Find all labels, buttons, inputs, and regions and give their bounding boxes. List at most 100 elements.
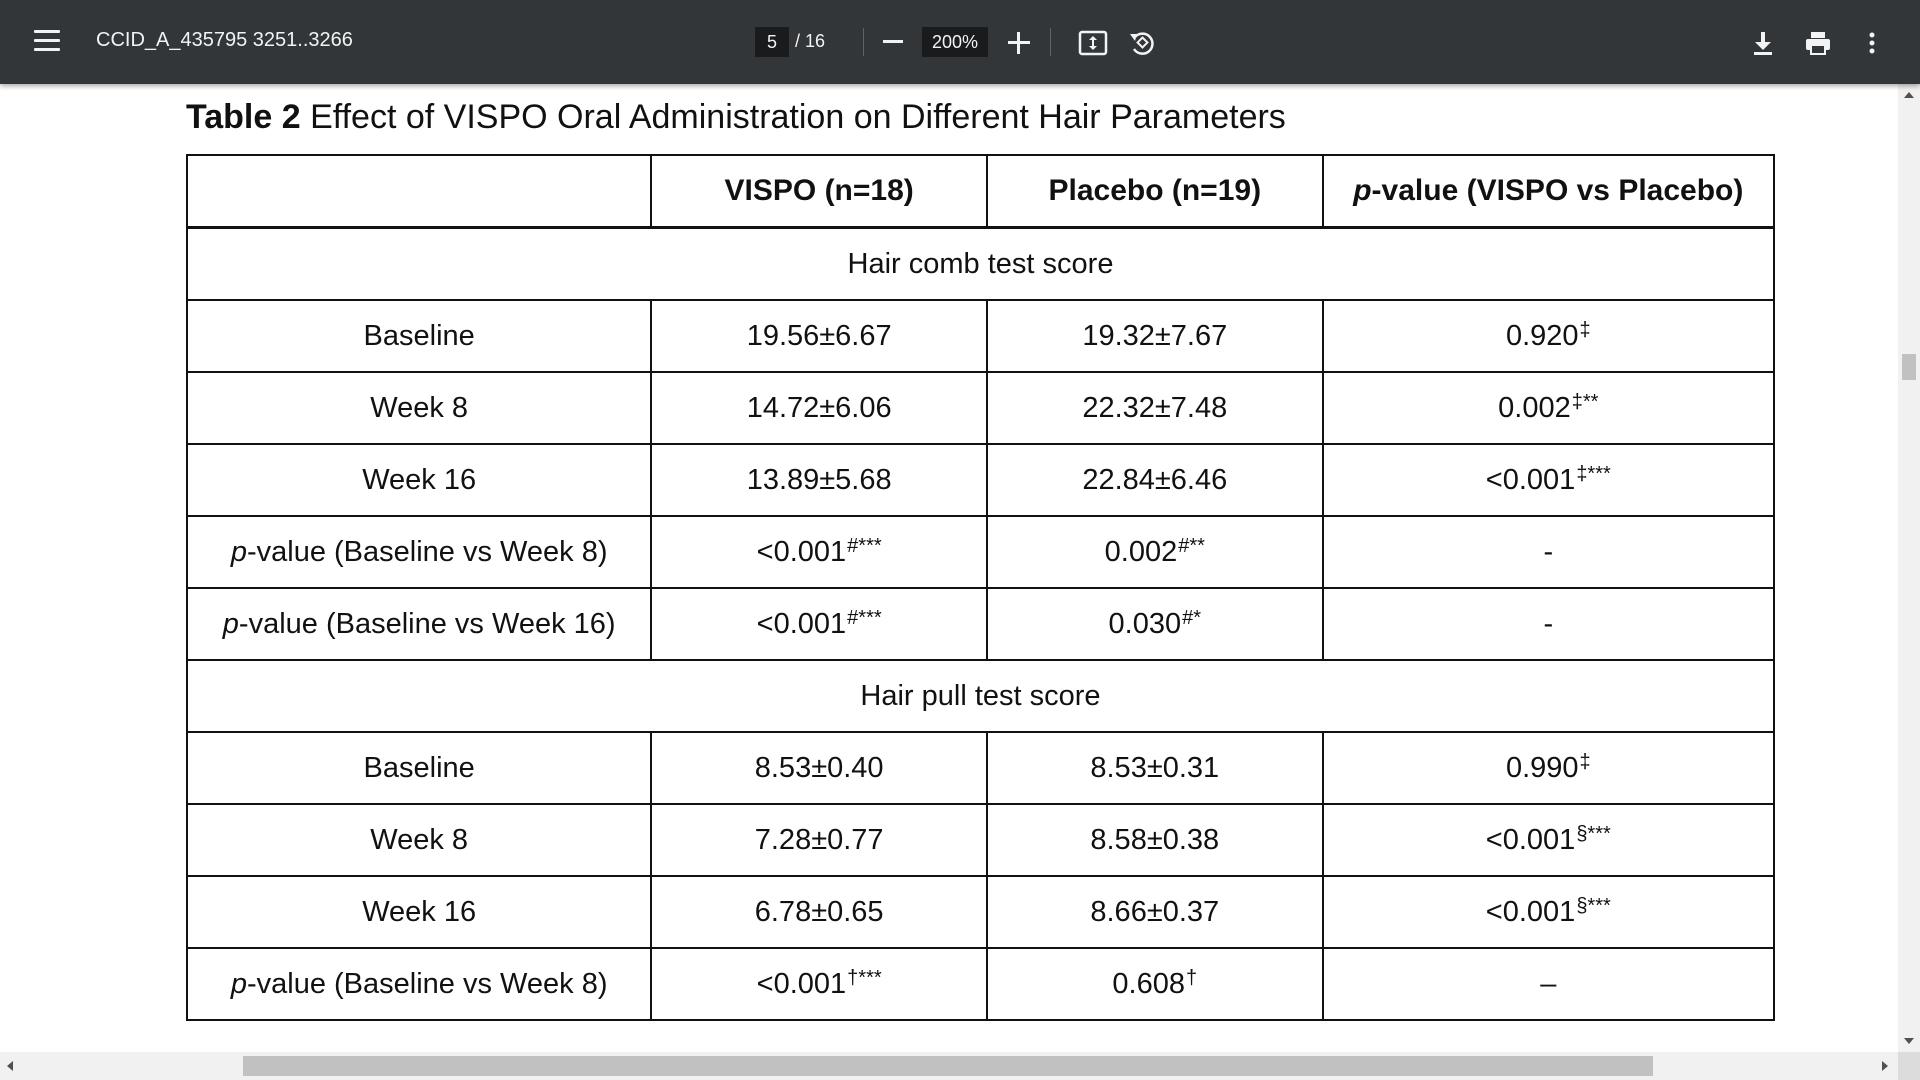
horizontal-scroll-thumb[interactable]	[243, 1056, 1653, 1076]
vispo-cell: 7.28±0.77	[650, 803, 988, 877]
placebo-cell-value: 22.84±6.46	[1082, 463, 1228, 496]
pvalue-cell-value: 0.002	[1498, 392, 1571, 424]
vertical-scroll-thumb[interactable]	[1902, 354, 1916, 380]
pvalue-cell-footnote: §***	[1576, 895, 1611, 917]
row-label-text: Week 8	[370, 823, 469, 856]
pvalue-cell: <0.001§***	[1321, 875, 1776, 949]
placebo-cell: 22.84±6.46	[985, 443, 1324, 517]
placebo-cell: 0.002#**	[985, 515, 1324, 589]
pvalue-cell-value: –	[1540, 967, 1557, 1000]
vispo-cell-value: <0.001	[756, 536, 847, 568]
p-italic: p	[1353, 174, 1372, 207]
vispo-cell: <0.001#***	[650, 587, 988, 661]
pdf-toolbar: CCID_A_435795 3251..3266 5 / 16 200%	[0, 0, 1920, 84]
placebo-cell-value: 0.608	[1112, 968, 1185, 1000]
row-label-text: Week 8	[370, 391, 469, 424]
placebo-cell-value: 0.030	[1108, 608, 1182, 640]
row-label-prefix: p	[230, 535, 247, 568]
row-label-prefix: p	[230, 967, 247, 1000]
vispo-cell-footnote: †***	[847, 967, 882, 989]
pvalue-cell: 0.920‡	[1321, 299, 1776, 373]
pvalue-cell-footnote: ‡	[1579, 319, 1591, 341]
row-label: Week 16	[185, 875, 653, 949]
vertical-scrollbar[interactable]	[1898, 84, 1920, 1052]
section-row: Hair comb test score	[186, 226, 1775, 301]
table-row: Week 8 14.72±6.06 22.32±7.48 0.002‡**	[185, 371, 1776, 445]
placebo-cell: 0.030#*	[985, 587, 1324, 661]
placebo-cell-value: 8.53±0.31	[1090, 751, 1220, 784]
row-label: Baseline	[185, 299, 653, 373]
table-caption: Table 2 Effect of VISPO Oral Administrat…	[186, 98, 1286, 137]
pvalue-cell-value: 0.920	[1505, 320, 1579, 352]
row-label: Week 8	[185, 371, 653, 445]
vispo-cell-value: <0.001	[756, 608, 847, 640]
table-row: p-value (Baseline vs Week 8) <0.001†*** 0.…	[185, 947, 1776, 1021]
placebo-cell: 8.53±0.31	[985, 731, 1324, 805]
table-row: p-value (Baseline vs Week 8) <0.001#*** 0.…	[185, 515, 1776, 589]
pvalue-cell: <0.001‡***	[1321, 443, 1776, 517]
fit-page-icon[interactable]	[1078, 28, 1108, 58]
table-caption-text: Effect of VISPO Oral Administration on D…	[310, 98, 1286, 136]
column-header: Placebo (n=19)	[985, 154, 1324, 229]
pvalue-cell-value: <0.001	[1485, 824, 1576, 856]
table-row: p-value (Baseline vs Week 16) <0.001#*** 0…	[185, 587, 1776, 661]
document-title: CCID_A_435795 3251..3266	[96, 29, 353, 51]
row-label-text: Week 16	[362, 463, 477, 496]
table-row: Week 16 13.89±5.68 22.84±6.46 <0.001‡***	[185, 443, 1776, 517]
section-title: Hair pull test score	[186, 659, 1775, 733]
pvalue-cell: 0.002‡**	[1321, 371, 1776, 445]
row-label-text: Baseline	[363, 319, 475, 352]
vispo-cell: <0.001†***	[650, 947, 988, 1021]
placebo-cell: 22.32±7.48	[985, 371, 1324, 445]
vispo-cell: 8.53±0.40	[650, 731, 988, 805]
more-vert-icon[interactable]	[1857, 28, 1887, 58]
placebo-cell: 0.608†	[985, 947, 1324, 1021]
section-title: Hair comb test score	[186, 226, 1775, 301]
zoom-out-icon[interactable]	[883, 40, 903, 43]
placebo-cell-value: 22.32±7.48	[1082, 391, 1228, 424]
zoom-in-icon[interactable]	[1008, 32, 1030, 54]
scroll-up-arrow-icon[interactable]	[1904, 92, 1914, 98]
vispo-cell: <0.001#***	[650, 515, 988, 589]
column-header: VISPO (n=18)	[650, 154, 988, 229]
vispo-cell-footnote: #***	[847, 535, 882, 557]
page-number-input[interactable]: 5	[755, 27, 789, 57]
table-row: Baseline 8.53±0.40 8.53±0.31 0.990‡	[185, 731, 1776, 805]
download-icon[interactable]	[1748, 28, 1778, 58]
placebo-cell-value: 19.32±7.67	[1082, 319, 1228, 352]
pvalue-cell-value: -	[1543, 535, 1554, 568]
pvalue-cell-value: 0.990	[1505, 752, 1579, 784]
pvalue-cell: 0.990‡	[1321, 731, 1776, 805]
placebo-cell-footnote: #**	[1178, 535, 1205, 557]
pvalue-cell-footnote: ‡	[1579, 751, 1591, 773]
scrollbar-corner	[1898, 1052, 1920, 1080]
column-header-pvalue-rest: -value (VISPO vs Placebo)	[1371, 174, 1744, 207]
row-label: p-value (Baseline vs Week 16)	[185, 587, 653, 661]
vispo-cell-value: 14.72±6.06	[746, 391, 892, 424]
table-row: Week 16 6.78±0.65 8.66±0.37 <0.001§***	[185, 875, 1776, 949]
pvalue-cell-footnote: §***	[1576, 823, 1611, 845]
row-label: p-value (Baseline vs Week 8)	[185, 515, 653, 589]
menu-icon[interactable]	[34, 30, 60, 54]
pdf-page-viewport: Table 2 Effect of VISPO Oral Administrat…	[0, 84, 1898, 1052]
horizontal-scrollbar[interactable]	[0, 1052, 1898, 1080]
row-label-text: -value (Baseline vs Week 8)	[246, 967, 608, 1000]
table-row: Week 8 7.28±0.77 8.58±0.38 <0.001§***	[185, 803, 1776, 877]
placebo-cell-footnote: #*	[1182, 607, 1202, 629]
row-label-prefix: p	[222, 607, 239, 640]
vispo-cell-value: <0.001	[756, 968, 847, 1000]
scroll-down-arrow-icon[interactable]	[1904, 1038, 1914, 1044]
toolbar-divider	[863, 28, 864, 56]
vispo-cell: 13.89±5.68	[650, 443, 988, 517]
table-header-row: VISPO (n=18) Placebo (n=19) p-value (VIS…	[185, 154, 1776, 229]
placebo-cell-footnote: †	[1186, 967, 1198, 989]
vispo-cell-value: 13.89±5.68	[746, 463, 892, 496]
print-icon[interactable]	[1803, 28, 1833, 58]
zoom-level-input[interactable]: 200%	[922, 27, 988, 57]
row-label: Baseline	[185, 731, 653, 805]
table-caption-label: Table 2	[186, 98, 301, 136]
scroll-right-arrow-icon[interactable]	[1882, 1061, 1888, 1071]
scroll-left-arrow-icon[interactable]	[7, 1061, 13, 1071]
page-total: / 16	[795, 31, 826, 51]
rotate-icon[interactable]	[1126, 28, 1156, 58]
